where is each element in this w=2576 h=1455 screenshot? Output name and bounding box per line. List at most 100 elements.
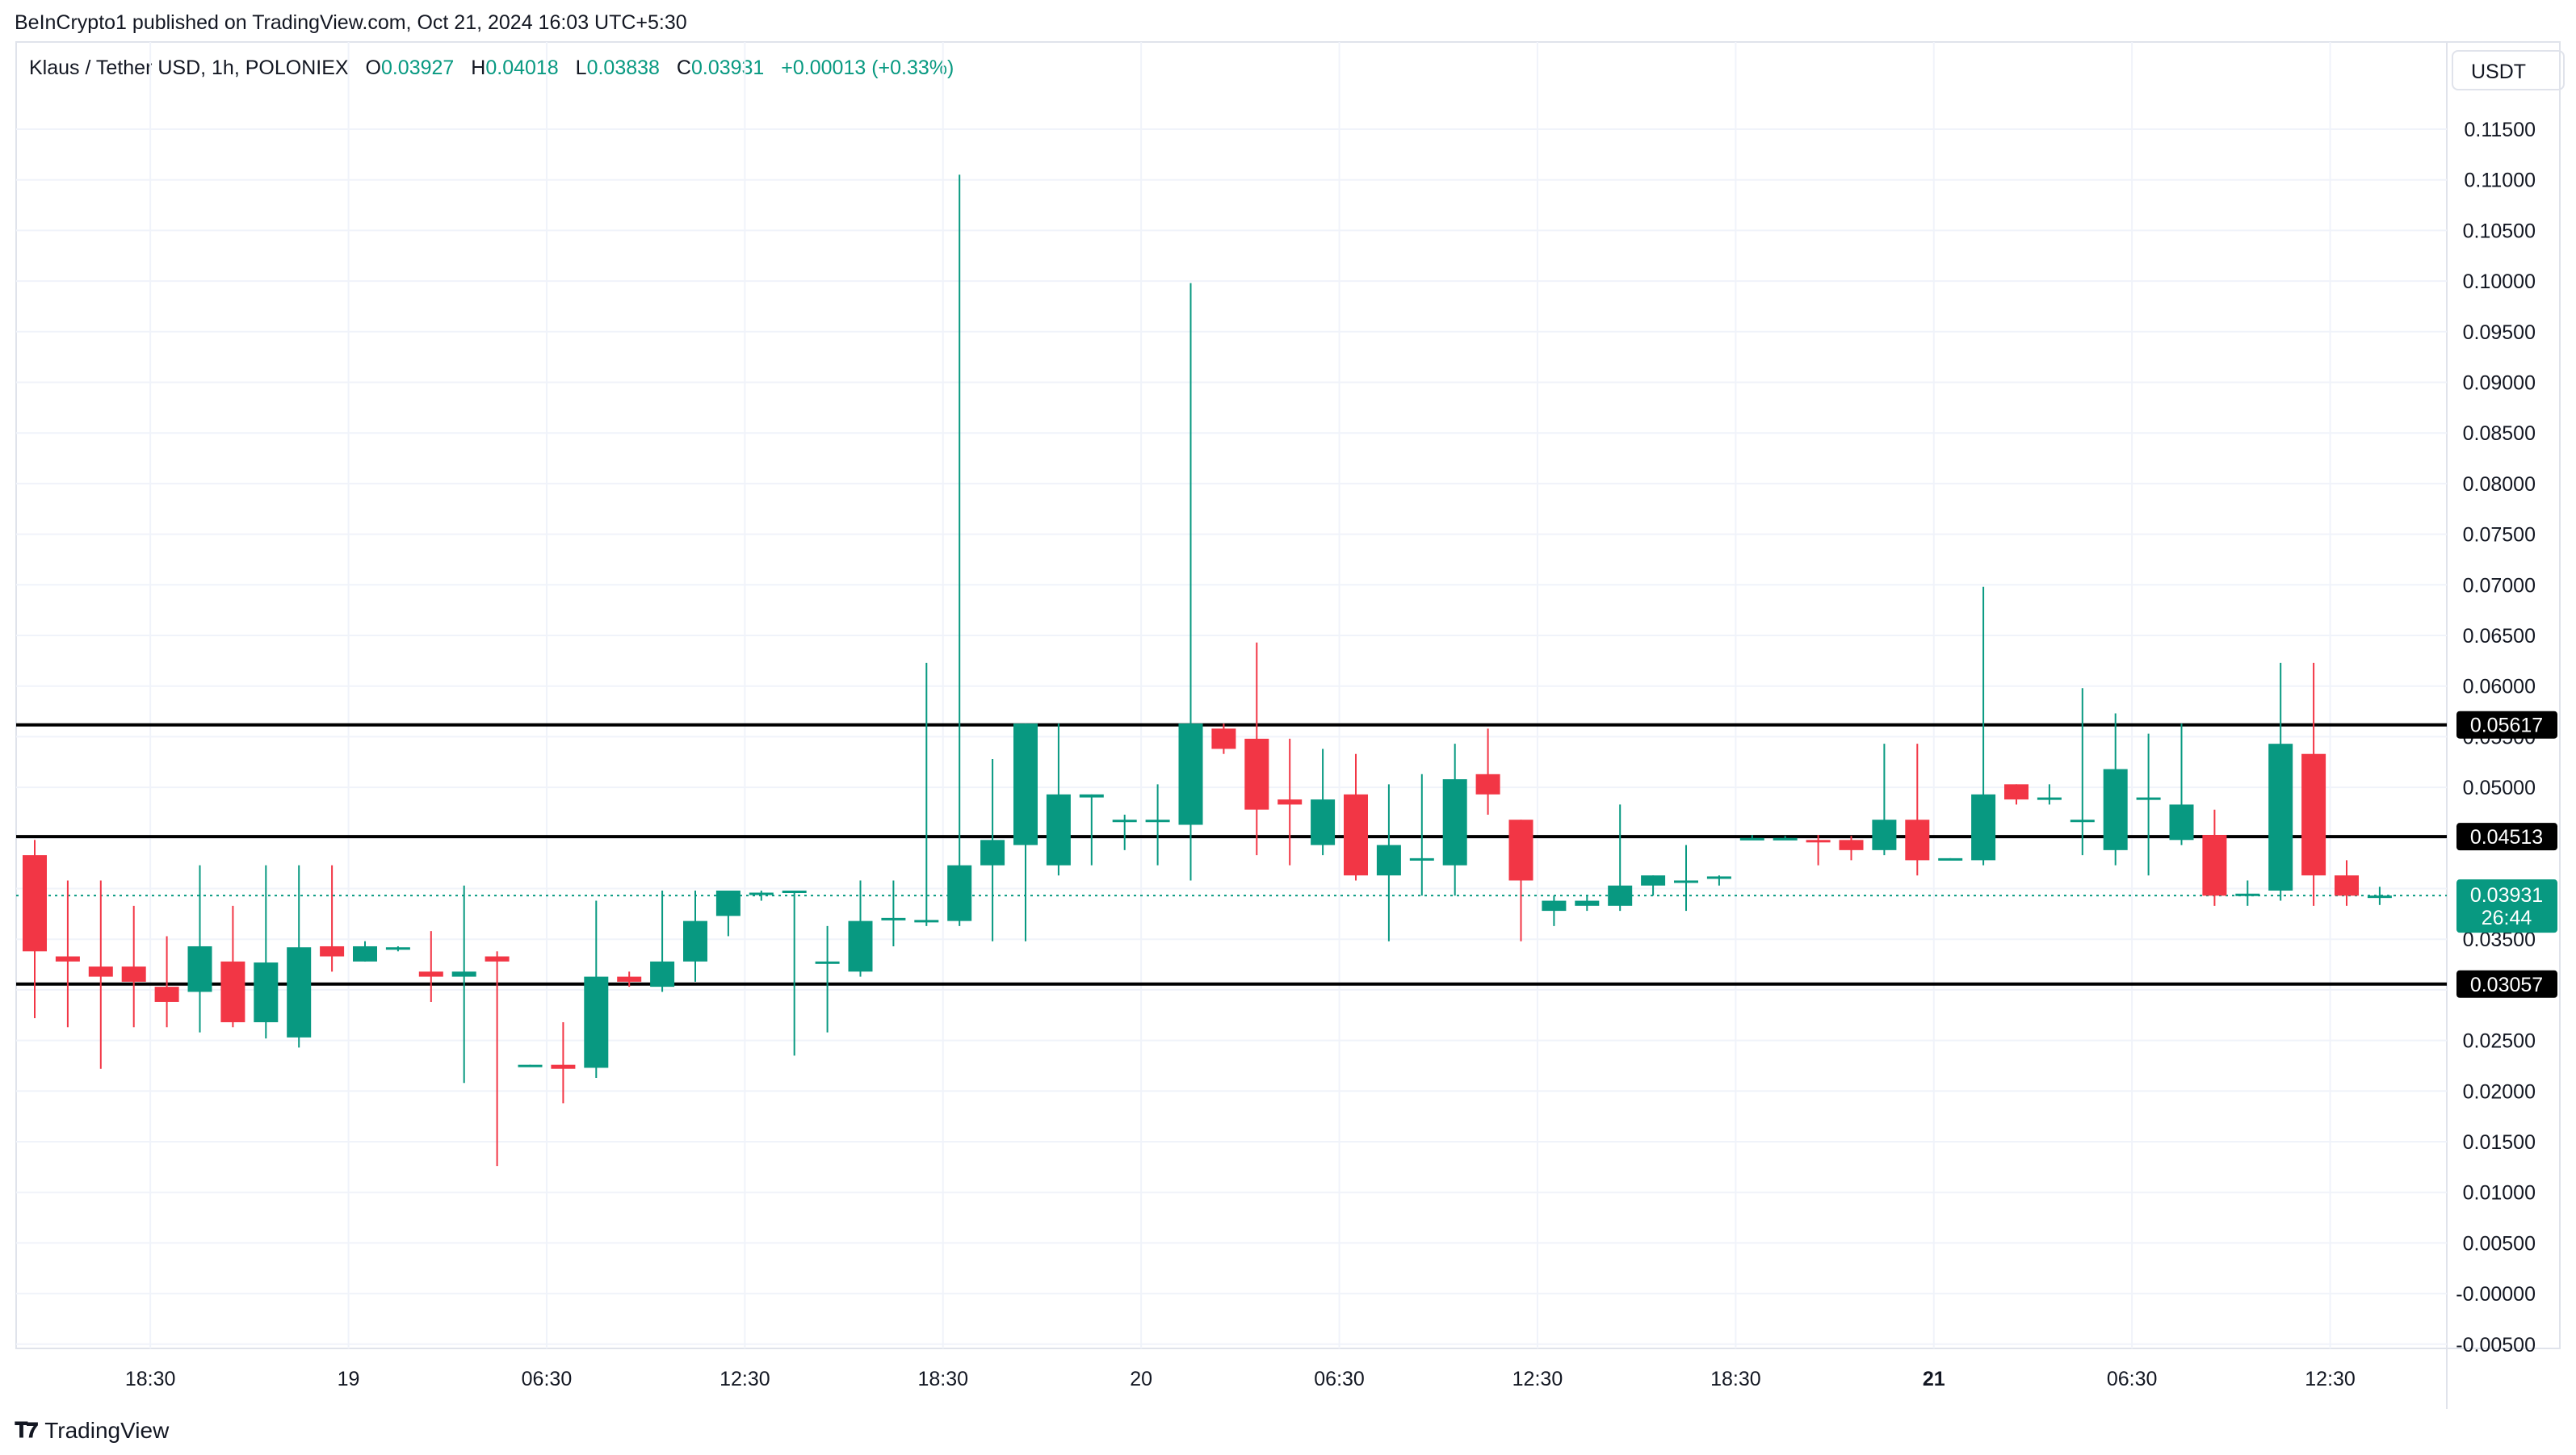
candle-body (55, 956, 80, 962)
price-tick-label: 0.07500 (2463, 524, 2536, 547)
candle-body (320, 946, 345, 957)
candle-body (1739, 837, 1764, 841)
candle-body (418, 971, 443, 977)
candle-body (1344, 794, 1368, 876)
price-tick-label: -0.00000 (2456, 1283, 2536, 1306)
candle-body (1938, 857, 1963, 861)
candle-body (154, 987, 179, 1002)
candle (1409, 774, 1434, 896)
candle (418, 931, 443, 1002)
candle (1475, 728, 1500, 815)
candle-body (1706, 876, 1731, 879)
candle-body (683, 920, 707, 962)
candle (1773, 836, 1798, 841)
open-value: 0.03927 (380, 57, 455, 79)
candle (1674, 845, 1698, 912)
candle-body (584, 976, 609, 1068)
candle (1706, 875, 1731, 886)
candle-body (715, 891, 740, 916)
candle (385, 946, 410, 952)
candle-body (2136, 797, 2161, 800)
candle (683, 891, 707, 982)
change-value: +0.00013 (+0.33%) (781, 57, 954, 79)
candle (815, 925, 840, 1033)
time-axis[interactable]: 18:30 19 06:30 12:30 18:30 20 06:30 12:30 18:30 2… (125, 1368, 2356, 1390)
price-tick-label: 0.06000 (2463, 676, 2536, 698)
level-price-tag: 0.03057 (2456, 970, 2557, 998)
candle (715, 891, 740, 937)
high-key: H (471, 57, 486, 79)
candle (1211, 723, 1236, 754)
candle-body (485, 956, 510, 962)
price-tick-label: 0.07000 (2463, 574, 2536, 597)
level-tag-bg (2456, 823, 2557, 851)
time-tick-label: 12:30 (1512, 1368, 1563, 1390)
time-tick-label: 20 (1130, 1368, 1152, 1390)
candle-body (1013, 723, 1038, 845)
price-tick-label: 0.06500 (2463, 625, 2536, 648)
candle-body (1376, 845, 1401, 876)
candle-body (2202, 835, 2227, 896)
candle (782, 891, 807, 1056)
candle-body (1542, 900, 1567, 912)
candle-body (1112, 820, 1137, 823)
candle (1376, 784, 1401, 941)
candle-body (1079, 794, 1104, 798)
candle-body (353, 946, 377, 962)
level-price-tag: 0.05617 (2456, 711, 2557, 739)
candle-body (121, 967, 146, 982)
candle-body (2301, 753, 2326, 876)
candle-body (2235, 893, 2260, 896)
brand-name: TradingView (44, 1418, 170, 1443)
candle (1971, 586, 1996, 866)
candle (287, 865, 312, 1048)
price-tick-label: 0.11000 (2464, 170, 2536, 192)
candle-body (980, 840, 1005, 866)
candle (2037, 784, 2062, 805)
candle (485, 951, 510, 1167)
candle (88, 880, 113, 1069)
time-tick-label: 06:30 (522, 1368, 573, 1390)
candle (1905, 744, 1930, 876)
low-key: L (575, 57, 587, 79)
publisher-line: BeInCrypto1 published on TradingView.com… (15, 11, 687, 34)
price-tick-label: 0.10000 (2463, 270, 2536, 293)
candle (1244, 642, 1269, 856)
candle-body (1641, 875, 1666, 886)
candle-body (1674, 880, 1698, 883)
candle (451, 885, 476, 1084)
candle (2335, 860, 2359, 906)
candle (353, 941, 377, 962)
candle (220, 905, 245, 1028)
countdown-label: 26:44 (2482, 907, 2532, 929)
level-tag-bg (2456, 711, 2557, 739)
candle-body (2367, 895, 2392, 899)
candle (1046, 723, 1071, 876)
candle (1608, 804, 1633, 912)
price-tick-label: 0.09000 (2463, 372, 2536, 395)
grid-lines (15, 41, 2561, 1409)
candle (2070, 688, 2095, 856)
candle (617, 971, 642, 987)
candle (914, 662, 939, 926)
level-price-tag: 0.04513 (2456, 823, 2557, 851)
candle-body (1442, 779, 1467, 866)
currency-button[interactable]: USDT (2452, 50, 2565, 90)
level-tag-label: 0.03057 (2470, 974, 2543, 996)
tradingview-logo-icon: 𝐓𝟕 (15, 1418, 38, 1442)
candle (2367, 887, 2392, 905)
time-tick-label: 21 (1923, 1368, 1945, 1390)
candle-body (617, 976, 642, 982)
tradingview-brand[interactable]: 𝐓𝟕 TradingView (15, 1418, 169, 1444)
candle (1872, 744, 1897, 856)
candle (551, 1022, 576, 1104)
time-tick-label: 18:30 (125, 1368, 176, 1390)
candle (848, 880, 873, 977)
symbol-legend: Klaus / Tether USD, 1h, POLONIEX O0.0392… (29, 57, 954, 80)
price-tick-label: -0.00500 (2456, 1334, 2536, 1356)
price-tick-label: 0.11500 (2464, 119, 2536, 141)
candle (1806, 835, 1831, 866)
